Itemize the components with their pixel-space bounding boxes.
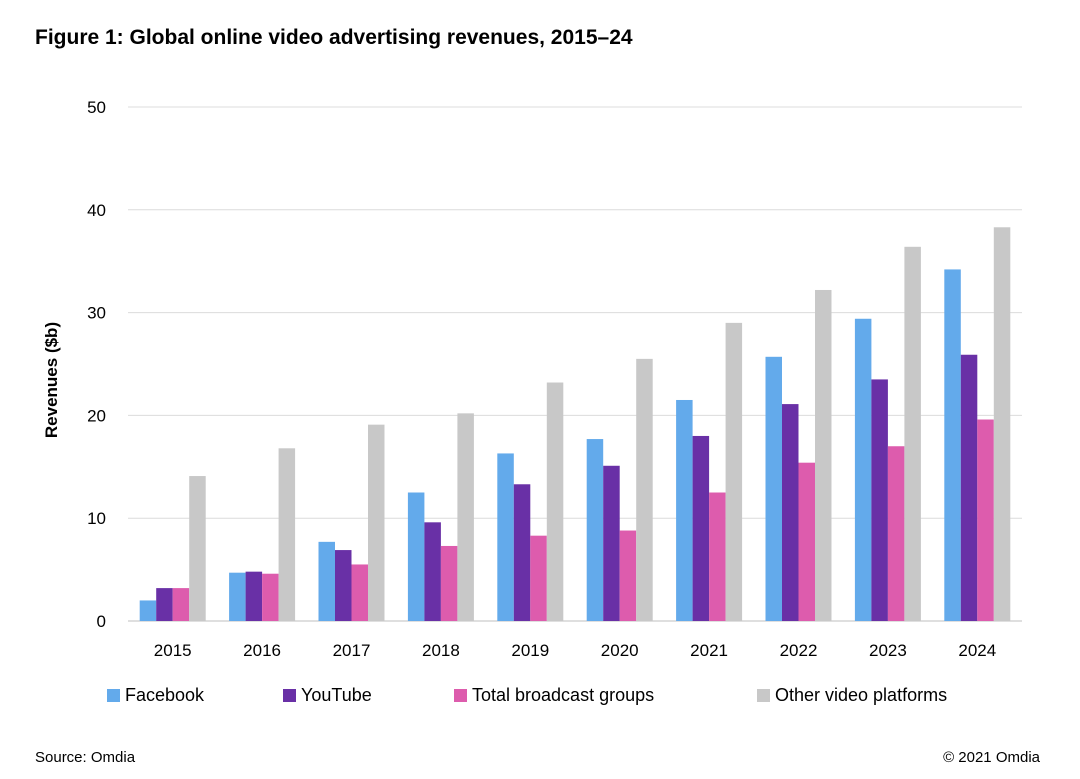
bar-total-broadcast-groups-2017: [351, 564, 368, 621]
legend-label-facebook: Facebook: [125, 685, 205, 705]
bar-facebook-2023: [854, 318, 872, 621]
legend: Facebook YouTube Total broadcast groups …: [107, 685, 1067, 709]
legend-swatch-broadcast: [454, 689, 467, 702]
x-tick-label: 2016: [243, 641, 281, 660]
source-note: Source: Omdia: [35, 749, 136, 766]
y-tick-label: 40: [87, 201, 106, 220]
legend-swatch-youtube: [283, 689, 296, 702]
legend-swatch-other: [757, 689, 770, 702]
y-tick-label: 0: [97, 612, 106, 631]
x-tick-label: 2019: [511, 641, 549, 660]
bar-total-broadcast-groups-2018: [440, 545, 458, 621]
x-tick-label: 2018: [422, 641, 460, 660]
copyright-note: © 2021 Omdia: [943, 749, 1040, 766]
bar-youtube-2021: [692, 435, 710, 621]
bar-other-video-platforms-2020: [636, 358, 653, 621]
bar-total-broadcast-groups-2016: [262, 573, 279, 621]
bar-youtube-2015: [156, 588, 173, 621]
bar-facebook-2024: [944, 269, 961, 621]
bar-total-broadcast-groups-2019: [530, 535, 547, 621]
y-tick-label: 50: [87, 98, 106, 117]
bar-total-broadcast-groups-2020: [619, 530, 637, 621]
bar-other-video-platforms-2023: [904, 246, 921, 622]
bar-facebook-2022: [765, 356, 782, 621]
bar-facebook-2017: [318, 541, 335, 621]
legend-item-other: Other video platforms: [757, 685, 947, 706]
legend-label-other: Other video platforms: [775, 685, 948, 705]
x-tick-label: 2022: [780, 641, 818, 660]
bar-total-broadcast-groups-2021: [709, 492, 726, 621]
x-tick-label: 2024: [958, 641, 996, 660]
bar-other-video-platforms-2015: [189, 476, 206, 621]
bar-total-broadcast-groups-2023: [887, 446, 905, 621]
x-tick-label: 2017: [333, 641, 371, 660]
chart-title: Figure 1: Global online video advertisin…: [35, 26, 633, 49]
legend-item-facebook: Facebook: [107, 685, 204, 706]
bar-other-video-platforms-2017: [368, 424, 385, 621]
bar-total-broadcast-groups-2024: [977, 419, 994, 621]
y-tick-label: 10: [87, 509, 106, 528]
bar-youtube-2017: [335, 550, 352, 621]
legend-item-broadcast: Total broadcast groups: [454, 685, 654, 706]
y-tick-label: 30: [87, 304, 106, 323]
x-tick-label: 2020: [601, 641, 639, 660]
bar-facebook-2018: [407, 492, 425, 621]
bar-facebook-2020: [586, 439, 604, 621]
bar-other-video-platforms-2016: [278, 448, 296, 621]
legend-swatch-facebook: [107, 689, 120, 702]
bar-other-video-platforms-2022: [815, 289, 832, 621]
bar-other-video-platforms-2021: [725, 322, 743, 621]
bar-total-broadcast-groups-2015: [172, 588, 190, 621]
bar-facebook-2021: [676, 399, 693, 621]
bar-youtube-2018: [424, 522, 441, 621]
bar-youtube-2023: [871, 379, 888, 621]
x-tick-label: 2023: [869, 641, 907, 660]
bar-facebook-2016: [229, 572, 246, 621]
x-tick-label: 2015: [154, 641, 192, 660]
bar-other-video-platforms-2019: [546, 382, 564, 621]
bar-youtube-2022: [782, 404, 799, 621]
bar-other-video-platforms-2018: [457, 413, 474, 621]
x-tick-label: 2021: [690, 641, 728, 660]
bar-total-broadcast-groups-2022: [798, 462, 815, 621]
legend-label-youtube: YouTube: [301, 685, 372, 705]
bar-youtube-2020: [603, 465, 620, 621]
y-tick-label: 20: [87, 406, 106, 425]
bar-youtube-2016: [245, 571, 263, 621]
legend-item-youtube: YouTube: [283, 685, 372, 706]
bar-facebook-2019: [497, 453, 514, 621]
legend-label-broadcast: Total broadcast groups: [472, 685, 655, 705]
bar-youtube-2019: [513, 484, 531, 621]
bar-other-video-platforms-2024: [993, 227, 1011, 621]
bar-youtube-2024: [960, 354, 978, 621]
bar-facebook-2015: [139, 600, 157, 621]
